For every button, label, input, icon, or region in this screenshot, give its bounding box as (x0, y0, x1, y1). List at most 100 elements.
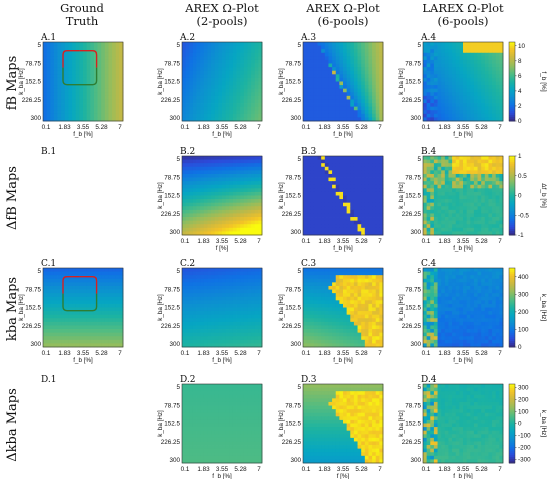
heatmap-cell (368, 56, 373, 61)
heatmap-cell (104, 314, 109, 319)
heatmap-cell (328, 199, 333, 204)
heatmap-cell (452, 85, 457, 90)
heatmap-cell (455, 159, 460, 164)
heatmap-cell (86, 67, 91, 72)
heatmap-cell (50, 85, 55, 90)
heatmap-cell (189, 42, 194, 46)
heatmap-cell (182, 311, 187, 316)
heatmap-cell (119, 59, 124, 64)
heatmap-cell (459, 181, 464, 186)
heatmap-cell (495, 231, 500, 236)
heatmap-cell (324, 59, 329, 64)
heatmap-cell (324, 163, 329, 168)
heatmap-cell (459, 63, 464, 68)
heatmap-cell (75, 63, 80, 68)
heatmap-cell (375, 278, 380, 283)
heatmap-cell (350, 42, 355, 46)
heatmap-cell (43, 329, 48, 334)
heatmap-cell (93, 85, 98, 90)
heatmap-cell (101, 296, 106, 301)
heatmap-cell (68, 278, 73, 283)
heatmap-cell (448, 206, 453, 211)
heatmap-cell (185, 88, 190, 93)
heatmap-cell (101, 278, 106, 283)
heatmap-cell (203, 45, 208, 50)
heatmap-cell (448, 67, 453, 72)
heatmap-cell (328, 321, 333, 326)
heatmap-cell (258, 303, 263, 308)
heatmap-cell (232, 325, 237, 330)
heatmap-cell (303, 227, 308, 232)
heatmap-cell (423, 74, 428, 79)
heatmap-cell (53, 117, 58, 122)
heatmap-cell (310, 311, 315, 316)
heatmap-cell (218, 206, 223, 211)
heatmap-cell (361, 188, 366, 193)
heatmap-cell (350, 67, 355, 72)
heatmap-cell (200, 321, 205, 326)
heatmap-cell (229, 231, 234, 236)
heatmap-cell (492, 106, 497, 111)
heatmap-cell (303, 220, 308, 225)
heatmap-cell (306, 173, 311, 178)
heatmap-cell (72, 45, 77, 50)
heatmap-cell (258, 188, 263, 193)
heatmap-cell (101, 321, 106, 326)
heatmap-cell (251, 343, 256, 348)
heatmap-cell (372, 95, 377, 100)
heatmap-cell (53, 321, 58, 326)
heatmap-cell (488, 224, 493, 229)
heatmap-cell (321, 74, 326, 79)
heatmap-cell (444, 92, 449, 97)
y-tick-label: 78.75 (285, 60, 301, 67)
heatmap-cell (444, 67, 449, 72)
heatmap-cell (441, 227, 446, 232)
heatmap-cell (324, 170, 329, 175)
heatmap-cell (196, 45, 201, 50)
heatmap-cell (361, 231, 366, 236)
heatmap-cell (68, 106, 73, 111)
heatmap-cell (350, 195, 355, 200)
heatmap-cell (240, 113, 245, 118)
heatmap-cell (357, 321, 362, 326)
heatmap-cell (441, 95, 446, 100)
heatmap-cell (357, 59, 362, 64)
heatmap-cell (303, 321, 308, 326)
x-tick-label: 3.55 (337, 238, 350, 245)
heatmap-cell (75, 92, 80, 97)
heatmap-cell (251, 99, 256, 104)
heatmap-cell (86, 106, 91, 111)
heatmap-cell (332, 166, 337, 171)
heatmap-cell (254, 271, 259, 276)
heatmap-cell (75, 296, 80, 301)
heatmap-cell (196, 191, 201, 196)
heatmap-cell (335, 49, 340, 54)
heatmap-cell (455, 45, 460, 50)
heatmap-cell (46, 81, 51, 86)
heatmap-cell (236, 343, 241, 348)
heatmap-cell (353, 195, 358, 200)
heatmap-cell (353, 314, 358, 319)
heatmap-cell (332, 271, 337, 276)
roi-box-red-right (79, 49, 98, 68)
heatmap-cell (247, 159, 252, 164)
heatmap-cell (423, 110, 428, 115)
heatmap-cell (97, 113, 102, 118)
heatmap-cell (372, 117, 377, 122)
heatmap-cell (225, 52, 230, 57)
heatmap-cell (488, 213, 493, 218)
heatmap-cell (258, 85, 263, 90)
heatmap-cell (372, 213, 377, 218)
heatmap-cell (108, 67, 113, 72)
heatmap-cell (251, 199, 256, 204)
heatmap-cell (247, 209, 252, 214)
heatmap-cell (324, 231, 329, 236)
heatmap-cell (437, 106, 442, 111)
heatmap-cell (433, 156, 438, 160)
heatmap-cell (463, 110, 468, 115)
heatmap-cell (254, 285, 259, 290)
heatmap-cell (310, 67, 315, 72)
heatmap-cell (470, 209, 475, 214)
heatmap-cell (43, 318, 48, 323)
heatmap-cell (463, 163, 468, 168)
